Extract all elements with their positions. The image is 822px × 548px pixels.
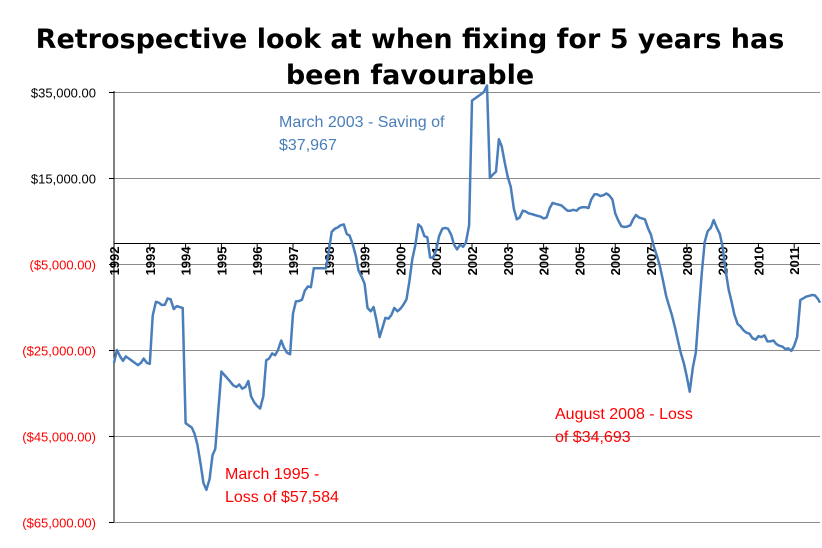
y-tick-label: ($5,000.00) [30, 258, 97, 273]
x-tick-label: 2011 [787, 247, 802, 275]
y-axis-ticks: $35,000.00 $15,000.00 ($5,000.00) ($25,000.… [22, 86, 96, 531]
y-tick-label: $35,000.00 [31, 86, 96, 101]
x-tick-label: 1996 [250, 247, 265, 276]
x-tick-label: 2003 [501, 247, 516, 276]
x-tick-label: 2001 [429, 247, 444, 276]
annotation-loss-1995-line-1: March 1995 - [225, 466, 319, 483]
y-tick-label: ($65,000.00) [22, 516, 96, 531]
annotation-saving-2003-line-1: March 2003 - Saving of [279, 114, 445, 131]
annotation-saving-2003-line-2: $37,967 [279, 137, 337, 154]
y-tick-label: ($25,000.00) [22, 344, 96, 359]
x-tick-label: 2006 [608, 247, 623, 276]
grid-lines [109, 92, 820, 523]
x-tick-label: 2005 [572, 247, 587, 276]
x-tick-label: 1999 [358, 247, 373, 276]
x-tick-label: 2008 [680, 247, 695, 276]
series-line [112, 84, 822, 492]
x-tick-label: 1997 [286, 247, 301, 276]
x-tick-label: 1995 [214, 247, 229, 276]
x-tick-label: 2004 [537, 246, 552, 276]
x-tick-label: 1994 [179, 246, 194, 276]
x-tick-label: 2010 [751, 247, 766, 276]
annotation-loss-2008-line-1: August 2008 - Loss [555, 406, 693, 423]
y-tick-label: ($45,000.00) [22, 430, 96, 445]
x-axis-ticks: 1992 1993 1994 1995 1996 1997 1998 1999 2000 2001… [107, 243, 802, 276]
annotation-loss-2008-line-2: of $34,693 [555, 429, 631, 446]
annotations: March 2003 - Saving of $37,967 March 199… [225, 114, 693, 506]
x-tick-label: 1992 [107, 247, 122, 276]
x-tick-label: 2000 [393, 247, 408, 276]
x-tick-label: 2007 [644, 247, 659, 276]
x-tick-label: 1993 [143, 247, 158, 276]
x-tick-label: 2002 [465, 247, 480, 276]
chart-title-line-1: Retrospective look at when fixing for 5 … [36, 24, 785, 55]
chart-title-line-2: been favourable [286, 60, 534, 91]
y-tick-label: $15,000.00 [31, 172, 96, 187]
annotation-loss-1995-line-2: Loss of $57,584 [225, 489, 339, 506]
chart-title: Retrospective look at when fixing for 5 … [36, 24, 785, 91]
